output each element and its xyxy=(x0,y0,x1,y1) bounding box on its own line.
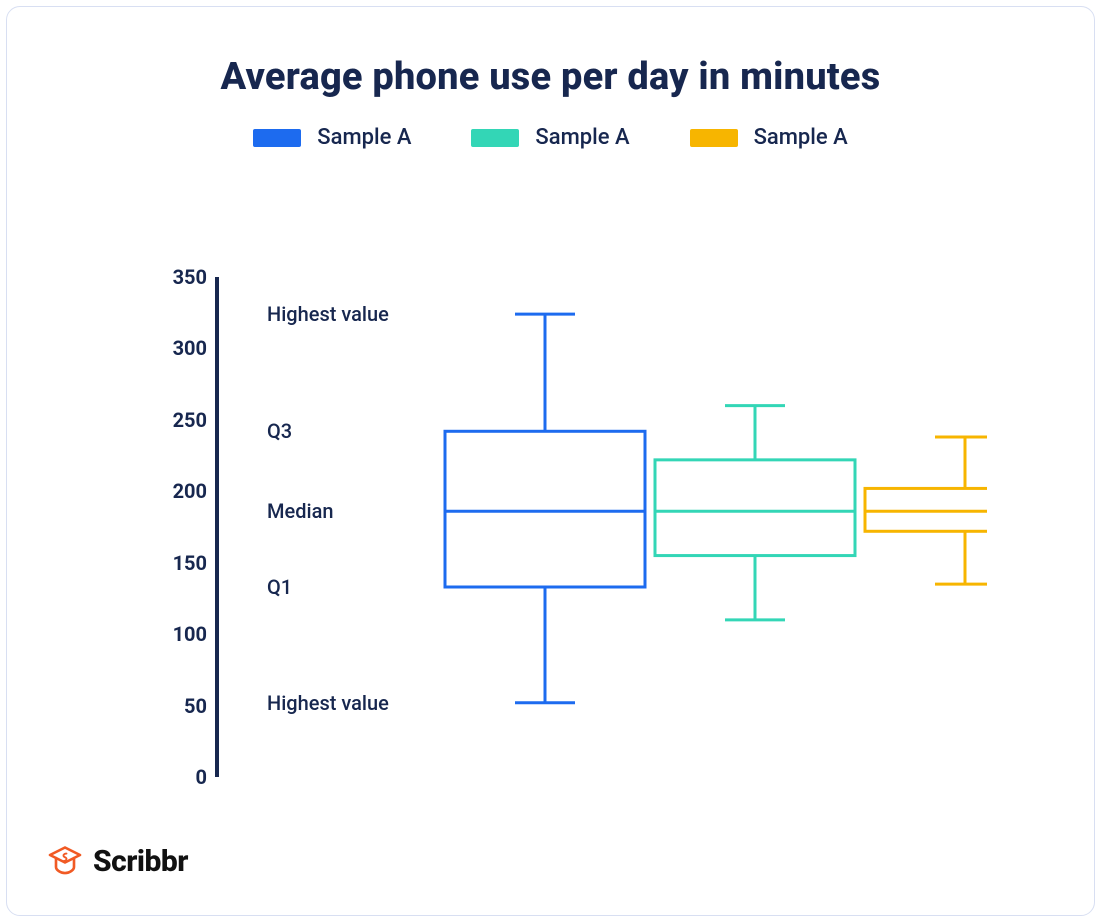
legend-label-0: Sample A xyxy=(317,125,411,150)
logo-text: Scribbr xyxy=(93,844,188,879)
legend-item-0: Sample A xyxy=(253,125,411,150)
y-tick-label: 200 xyxy=(157,479,207,503)
legend-label-2: Sample A xyxy=(754,125,848,150)
y-tick-label: 350 xyxy=(157,265,207,289)
legend: Sample A Sample A Sample A xyxy=(7,125,1094,150)
boxplot-area: 050100150200250300350Highest valueQ3Medi… xyxy=(157,277,987,777)
y-tick-label: 0 xyxy=(157,765,207,789)
logo-icon xyxy=(47,843,83,879)
y-tick-label: 100 xyxy=(157,622,207,646)
logo: Scribbr xyxy=(47,843,188,879)
boxplot-annotation: Highest value xyxy=(267,691,389,715)
boxplot-annotation: Median xyxy=(267,499,333,523)
legend-swatch-2 xyxy=(690,129,738,147)
boxplot-annotation: Q3 xyxy=(267,419,292,443)
y-tick-label: 50 xyxy=(157,694,207,718)
legend-swatch-0 xyxy=(253,129,301,147)
y-tick-label: 250 xyxy=(157,408,207,432)
boxplot-annotation: Highest value xyxy=(267,302,389,326)
y-tick-label: 300 xyxy=(157,336,207,360)
legend-item-2: Sample A xyxy=(690,125,848,150)
legend-swatch-1 xyxy=(471,129,519,147)
boxplot-annotation: Q1 xyxy=(267,575,292,599)
legend-item-1: Sample A xyxy=(471,125,629,150)
y-tick-label: 150 xyxy=(157,551,207,575)
chart-card: Average phone use per day in minutes Sam… xyxy=(6,6,1095,916)
chart-title: Average phone use per day in minutes xyxy=(7,55,1094,99)
legend-label-1: Sample A xyxy=(535,125,629,150)
